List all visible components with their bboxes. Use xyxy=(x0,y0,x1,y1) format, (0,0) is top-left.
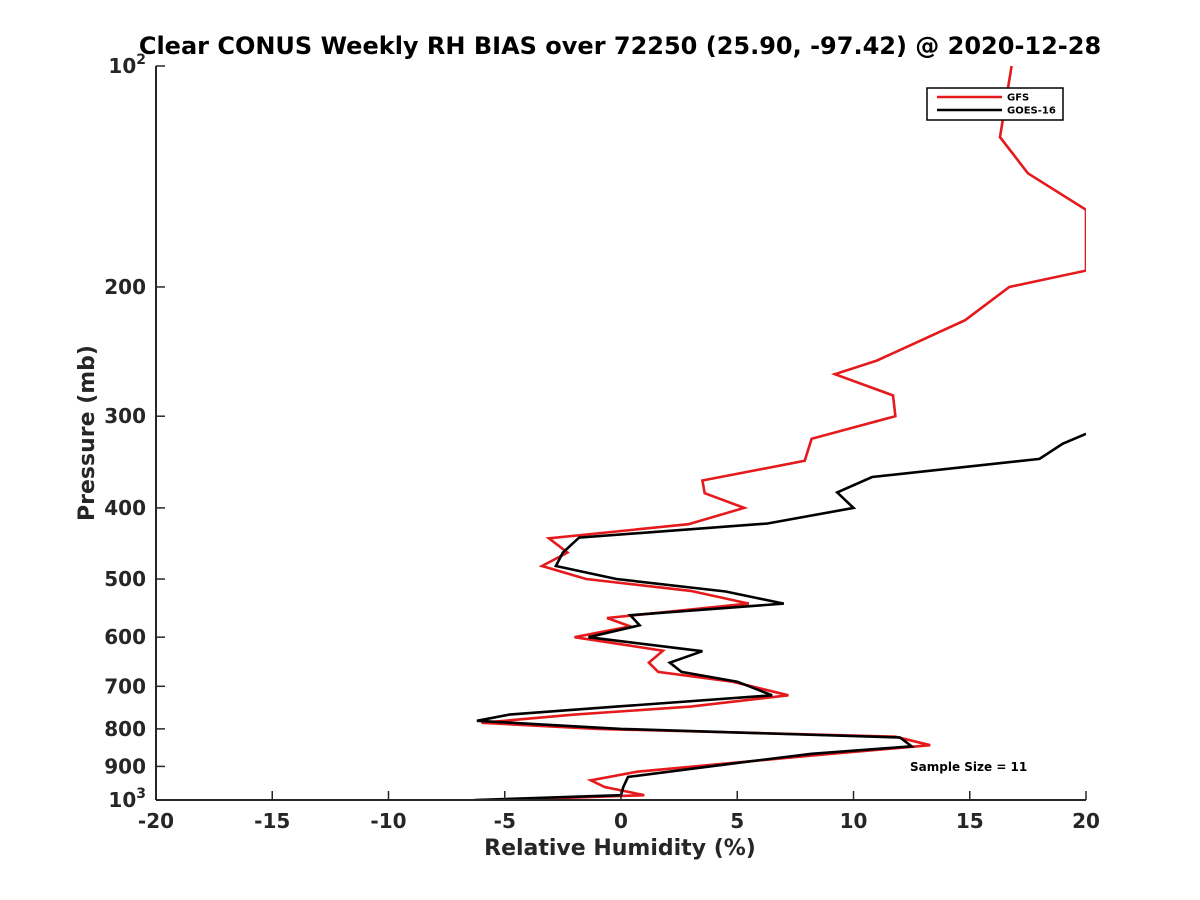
legend: GFS GOES-16 xyxy=(926,87,1064,121)
x-tick-label: 5 xyxy=(730,809,744,833)
x-tick-label: -20 xyxy=(138,809,174,833)
y-tick-label: 800 xyxy=(104,717,146,741)
y-tick-label: 200 xyxy=(104,275,146,299)
plot-area: -20 -15 -10 -5 0 5 10 15 20 102 200 300 400 500 600 700… xyxy=(104,52,1100,833)
y-tick-label: 900 xyxy=(104,754,146,778)
x-tick-label: -5 xyxy=(494,809,516,833)
x-axis-label: Relative Humidity (%) xyxy=(484,836,756,861)
legend-label: GOES-16 xyxy=(1007,106,1056,117)
y-tick-label: 500 xyxy=(104,567,146,591)
y-tick-label: 600 xyxy=(104,625,146,649)
x-tick-label: 10 xyxy=(840,809,868,833)
series-line-gfs xyxy=(481,66,1086,800)
x-tick-label: -15 xyxy=(254,809,290,833)
legend-label: GFS xyxy=(1007,93,1029,104)
y-axis-label: Pressure (mb) xyxy=(75,345,100,521)
legend-box xyxy=(926,87,1064,121)
y-tick-label: 103 xyxy=(108,786,146,812)
x-tick-label: -10 xyxy=(370,809,406,833)
series-line-goes-16 xyxy=(474,432,1086,800)
x-tick-label: 20 xyxy=(1072,809,1100,833)
chart-title: Clear CONUS Weekly RH BIAS over 72250 (2… xyxy=(139,32,1101,60)
y-tick-label: 102 xyxy=(108,52,146,78)
y-tick-label: 700 xyxy=(104,674,146,698)
y-tick-label: 400 xyxy=(104,496,146,520)
x-tick-label: 15 xyxy=(956,809,984,833)
y-tick-label: 300 xyxy=(104,404,146,428)
x-tick-label: 0 xyxy=(614,809,628,833)
sample-size-annotation: Sample Size = 11 xyxy=(910,760,1027,774)
